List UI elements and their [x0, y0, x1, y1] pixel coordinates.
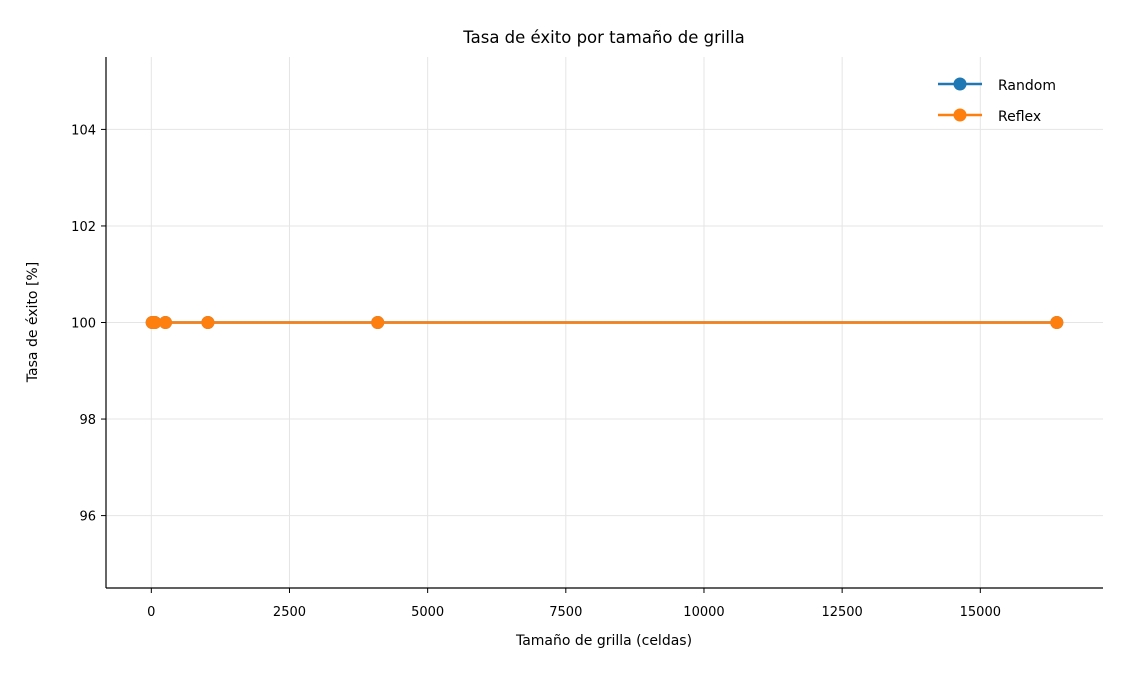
legend-label: Random [998, 78, 1056, 94]
legend-item-reflex: Reflex [938, 108, 1041, 125]
x-axis-label: Tamaño de grilla (celdas) [515, 633, 692, 649]
y-tick-label: 100 [71, 317, 96, 332]
y-tick-label: 102 [71, 220, 96, 235]
legend-marker [953, 108, 967, 122]
x-tick-label: 12500 [821, 605, 862, 620]
x-tick-label: 10000 [683, 605, 724, 620]
chart-title: Tasa de éxito por tamaño de grilla [462, 28, 744, 47]
legend-label: Reflex [998, 109, 1041, 125]
data-point [148, 316, 162, 329]
x-tick-label: 15000 [960, 605, 1001, 620]
data-point [371, 316, 385, 329]
data-point [1050, 316, 1064, 329]
data-point [201, 316, 215, 329]
x-tick-label: 2500 [273, 605, 306, 620]
y-tick-label: 98 [79, 413, 96, 428]
x-tick-label: 5000 [411, 605, 444, 620]
y-axis-label: Tasa de éxito [%] [25, 262, 41, 383]
ticks: 0 2500 5000 7500 10000 12500 15000 96 98 100 102 10… [71, 123, 1001, 620]
series-layer [145, 316, 1064, 329]
y-tick-label: 96 [79, 510, 96, 525]
legend-item-random: Random [938, 77, 1056, 94]
legend: Random Reflex [938, 77, 1056, 125]
x-tick-label: 0 [147, 605, 155, 620]
y-tick-label: 104 [71, 123, 96, 138]
x-tick-label: 7500 [549, 605, 582, 620]
data-point [158, 316, 172, 329]
series-reflex [145, 316, 1064, 329]
legend-marker [953, 77, 967, 91]
